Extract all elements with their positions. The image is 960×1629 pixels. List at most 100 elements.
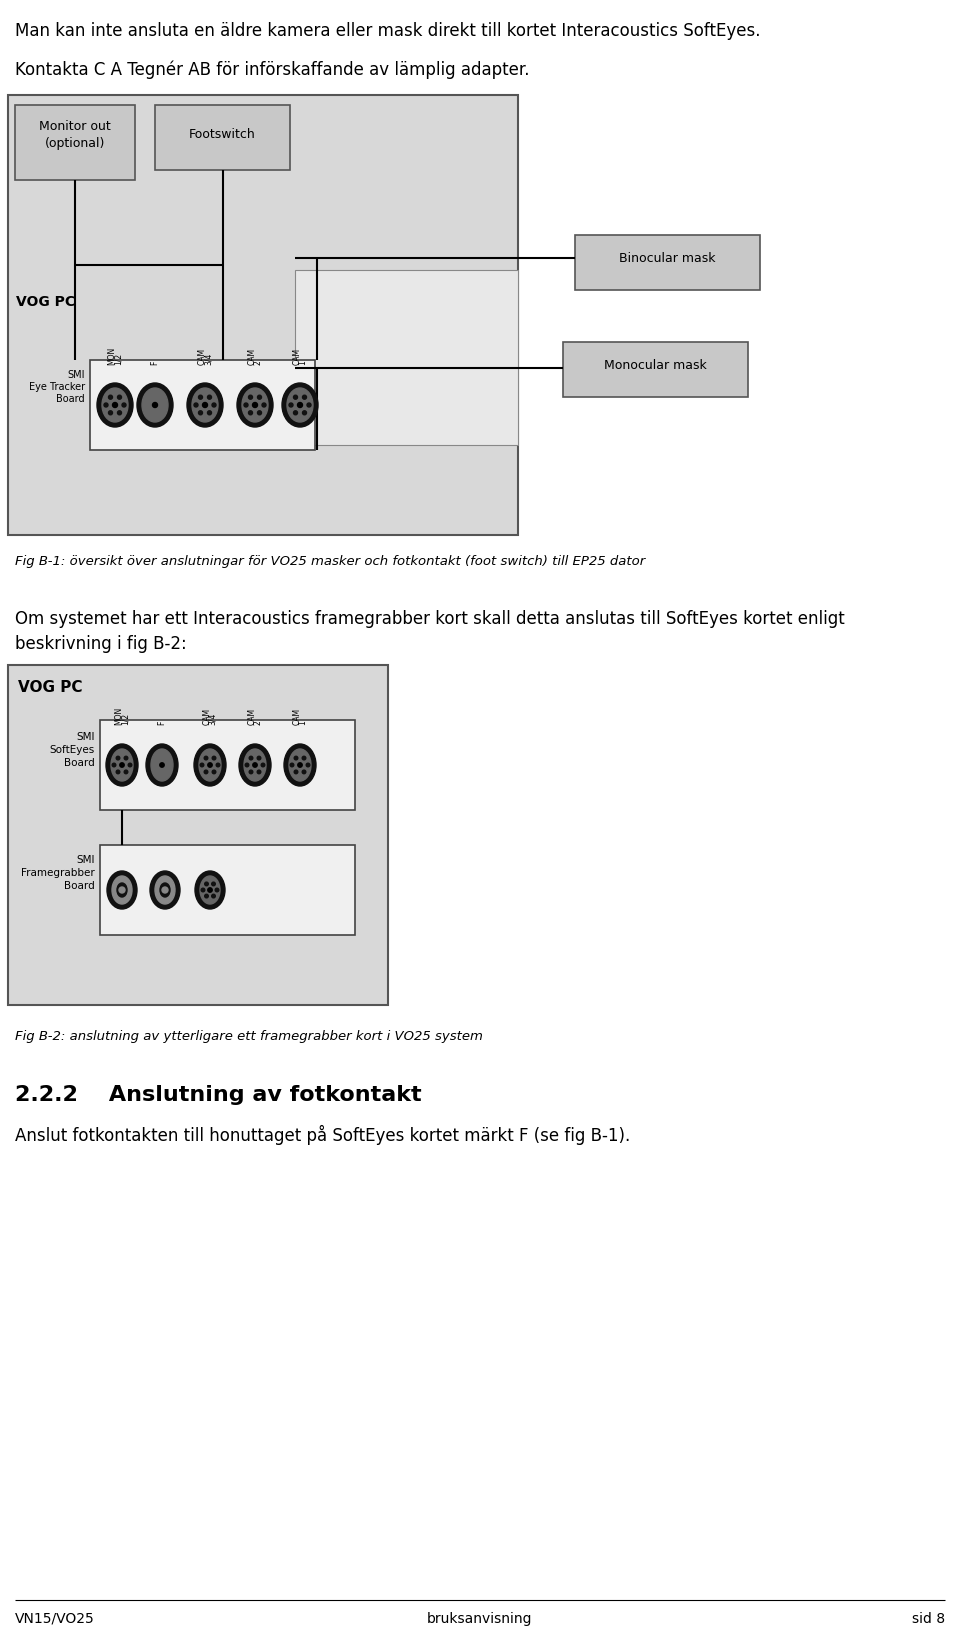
- Text: Man kan inte ansluta en äldre kamera eller mask direkt till kortet Interacoustic: Man kan inte ansluta en äldre kamera ell…: [15, 23, 760, 41]
- Circle shape: [298, 402, 302, 407]
- Ellipse shape: [194, 744, 226, 787]
- Text: Kontakta C A Tegnér AB för införskaffande av lämplig adapter.: Kontakta C A Tegnér AB för införskaffand…: [15, 60, 530, 78]
- Ellipse shape: [160, 883, 170, 898]
- Circle shape: [202, 888, 204, 891]
- Bar: [8, 94, 518, 534]
- Ellipse shape: [289, 749, 311, 780]
- Circle shape: [257, 771, 261, 774]
- Circle shape: [207, 396, 211, 399]
- Circle shape: [302, 756, 306, 759]
- Circle shape: [215, 888, 219, 891]
- Text: beskrivning i fig B-2:: beskrivning i fig B-2:: [15, 635, 187, 653]
- Text: CAM: CAM: [198, 349, 206, 365]
- Text: Anslut fotkontakten till honuttaget på SoftEyes kortet märkt F (se fig B-1).: Anslut fotkontakten till honuttaget på S…: [15, 1126, 631, 1145]
- Circle shape: [262, 402, 266, 407]
- Ellipse shape: [187, 383, 223, 427]
- Circle shape: [116, 771, 120, 774]
- Circle shape: [298, 762, 302, 767]
- Ellipse shape: [282, 383, 318, 427]
- Bar: [100, 720, 355, 810]
- Text: SMI: SMI: [77, 731, 95, 741]
- Text: SMI: SMI: [77, 855, 95, 865]
- Text: Board: Board: [64, 757, 95, 767]
- Text: Om systemet har ett Interacoustics framegrabber kort skall detta anslutas till S: Om systemet har ett Interacoustics frame…: [15, 609, 845, 629]
- Circle shape: [244, 402, 248, 407]
- Ellipse shape: [97, 383, 133, 427]
- Text: VOG PC: VOG PC: [16, 295, 75, 310]
- Circle shape: [112, 764, 116, 767]
- Text: Eye Tracker: Eye Tracker: [29, 381, 85, 393]
- Text: CAM: CAM: [293, 709, 301, 725]
- Text: 3/4: 3/4: [208, 712, 217, 725]
- Circle shape: [294, 411, 298, 415]
- Circle shape: [124, 771, 128, 774]
- Text: bruksanvisning: bruksanvisning: [427, 1613, 533, 1626]
- Bar: [563, 342, 748, 397]
- Ellipse shape: [287, 388, 313, 422]
- Text: F: F: [151, 360, 159, 365]
- Text: Monitor out: Monitor out: [39, 121, 110, 134]
- Ellipse shape: [112, 876, 132, 904]
- Circle shape: [201, 764, 204, 767]
- Text: CAM: CAM: [248, 709, 256, 725]
- Text: 2: 2: [253, 720, 262, 725]
- Text: Fig B-2: anslutning av ytterligare ett framegrabber kort i VO25 system: Fig B-2: anslutning av ytterligare ett f…: [15, 1030, 483, 1043]
- Circle shape: [245, 764, 249, 767]
- Text: MON: MON: [115, 707, 124, 725]
- Bar: [575, 235, 760, 290]
- Circle shape: [294, 771, 298, 774]
- Bar: [90, 360, 315, 450]
- Circle shape: [261, 764, 265, 767]
- Circle shape: [207, 888, 212, 893]
- Ellipse shape: [192, 388, 218, 422]
- Text: 3/4: 3/4: [204, 352, 212, 365]
- Circle shape: [250, 771, 252, 774]
- Text: Binocular mask: Binocular mask: [619, 252, 716, 266]
- Circle shape: [162, 888, 168, 893]
- Text: 1/2: 1/2: [120, 714, 130, 725]
- Ellipse shape: [239, 744, 271, 787]
- Ellipse shape: [150, 872, 180, 909]
- Circle shape: [159, 762, 164, 767]
- Ellipse shape: [111, 749, 133, 780]
- Bar: [15, 104, 135, 179]
- Circle shape: [212, 402, 216, 407]
- Ellipse shape: [199, 749, 221, 780]
- Circle shape: [257, 411, 261, 415]
- Text: 1: 1: [299, 360, 307, 365]
- Circle shape: [194, 402, 198, 407]
- Ellipse shape: [106, 744, 138, 787]
- Ellipse shape: [237, 383, 273, 427]
- Circle shape: [204, 894, 208, 898]
- Text: VN15/VO25: VN15/VO25: [15, 1613, 95, 1626]
- Circle shape: [302, 411, 306, 415]
- Circle shape: [207, 762, 212, 767]
- Text: Footswitch: Footswitch: [189, 129, 256, 142]
- Circle shape: [122, 402, 126, 407]
- Circle shape: [250, 756, 252, 759]
- Text: Board: Board: [57, 394, 85, 404]
- Text: 1/2: 1/2: [113, 353, 123, 365]
- Circle shape: [212, 756, 216, 759]
- Circle shape: [290, 764, 294, 767]
- Circle shape: [117, 396, 122, 399]
- Circle shape: [306, 764, 310, 767]
- Circle shape: [249, 411, 252, 415]
- Circle shape: [112, 402, 117, 407]
- Text: SoftEyes: SoftEyes: [50, 744, 95, 754]
- Circle shape: [129, 764, 132, 767]
- Circle shape: [302, 771, 306, 774]
- Circle shape: [124, 756, 128, 759]
- Circle shape: [294, 396, 298, 399]
- Ellipse shape: [117, 883, 127, 898]
- Ellipse shape: [242, 388, 268, 422]
- Text: CAM: CAM: [293, 349, 301, 365]
- Text: SMI: SMI: [67, 370, 85, 380]
- Bar: [155, 104, 290, 169]
- Circle shape: [116, 756, 120, 759]
- Circle shape: [204, 771, 207, 774]
- Circle shape: [204, 883, 208, 886]
- Ellipse shape: [284, 744, 316, 787]
- Circle shape: [108, 411, 112, 415]
- Circle shape: [207, 411, 211, 415]
